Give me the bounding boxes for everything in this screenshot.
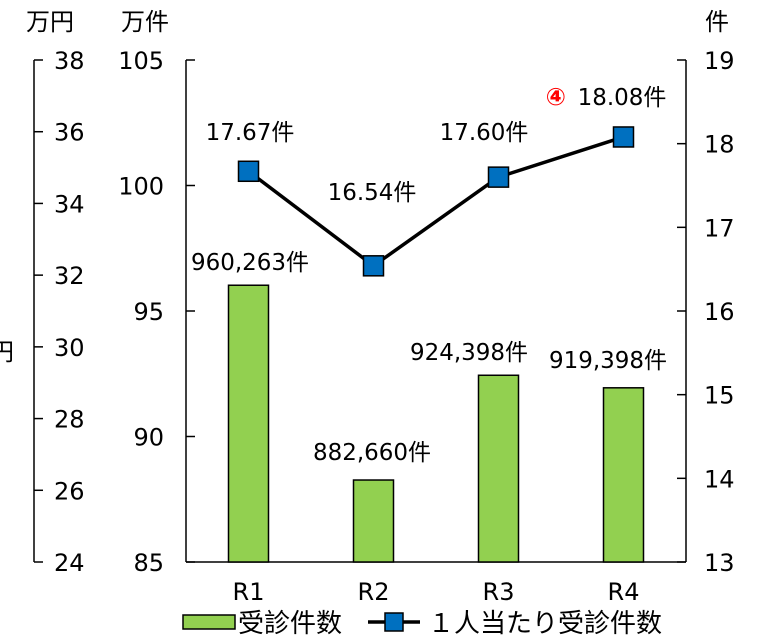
marker-R3 <box>487 166 510 188</box>
right-tick-label-3: 16 <box>704 298 735 326</box>
left-axis-unit: 万件 <box>121 8 169 36</box>
x-tick-label-R2: R2 <box>358 578 390 606</box>
right-tick-label-0: 13 <box>704 549 735 577</box>
bar-label-R1: 960,263件 <box>191 250 309 276</box>
legend-marker-swatch <box>384 612 404 632</box>
per-person-line <box>247 135 625 268</box>
right-axis: 13 14 15 16 17 18 19 件 <box>677 8 735 577</box>
x-tick-label-R1: R1 <box>233 578 265 606</box>
line-data-labels: 17.67件 16.54件 17.60件 18.08件 <box>206 85 667 206</box>
bar-series <box>227 284 645 563</box>
left-tick-label-2: 95 <box>133 298 164 326</box>
right-axis-unit: 件 <box>705 8 729 36</box>
bar-R2 <box>352 479 395 563</box>
right-tick-label-1: 14 <box>704 465 735 493</box>
bar-R3 <box>477 374 520 563</box>
bar-R4 <box>602 387 645 563</box>
far-left-axis: 24 26 28 30 32 34 36 38 万円 円 <box>0 8 85 577</box>
far-left-tick-label-2: 28 <box>54 406 85 434</box>
left-axis: 85 90 95 100 105 万件 <box>118 8 195 577</box>
line-label-R4: 18.08件 <box>578 85 667 111</box>
left-tick-label-3: 100 <box>118 173 164 201</box>
far-left-axis-unit: 万円 <box>26 8 74 36</box>
far-left-tick-label-0: 24 <box>54 549 85 577</box>
legend: 受診件数 １人当たり受診件数 <box>182 609 662 639</box>
left-tick-label-1: 90 <box>133 424 164 452</box>
left-tick-label-4: 105 <box>118 47 164 75</box>
annotation: ④ <box>546 83 566 111</box>
legend-bar-swatch <box>182 614 236 630</box>
x-axis: R1 R2 R3 R4 <box>186 561 686 606</box>
line-label-R1: 17.67件 <box>206 120 295 146</box>
far-left-tick-label-3: 30 <box>54 334 85 362</box>
right-tick-label-4: 17 <box>704 214 735 242</box>
right-tick-label-2: 15 <box>704 382 735 410</box>
far-left-tick-label-4: 32 <box>54 262 85 290</box>
legend-bar-label: 受診件数 <box>238 609 342 639</box>
far-left-tick-label-7: 38 <box>54 47 85 75</box>
bar-label-R4: 919,398件 <box>549 348 667 374</box>
far-left-tick-label-1: 26 <box>54 477 85 505</box>
legend-line-label: １人当たり受診件数 <box>428 609 662 639</box>
line-markers <box>237 126 635 277</box>
bar-R1 <box>227 284 270 563</box>
bar-label-R3: 924,398件 <box>410 340 528 366</box>
far-left-tick-label-5: 34 <box>54 190 85 218</box>
line-series <box>247 135 625 268</box>
far-left-axis-partial-label: 円 <box>0 338 14 366</box>
far-left-tick-label-6: 36 <box>54 119 85 147</box>
x-tick-label-R3: R3 <box>483 578 515 606</box>
line-label-R3: 17.60件 <box>440 120 529 146</box>
bar-data-labels: 960,263件 882,660件 924,398件 919,398件 <box>191 250 667 466</box>
right-tick-label-5: 18 <box>704 131 735 159</box>
x-tick-label-R4: R4 <box>608 578 640 606</box>
marker-R4 <box>612 126 635 148</box>
right-tick-label-6: 19 <box>704 47 735 75</box>
marker-R1 <box>237 160 260 183</box>
left-tick-label-0: 85 <box>133 549 164 577</box>
marker-R2 <box>362 255 385 277</box>
annotation-circled-number: ④ <box>546 83 566 111</box>
bar-label-R2: 882,660件 <box>313 440 431 466</box>
line-label-R2: 16.54件 <box>328 180 417 206</box>
